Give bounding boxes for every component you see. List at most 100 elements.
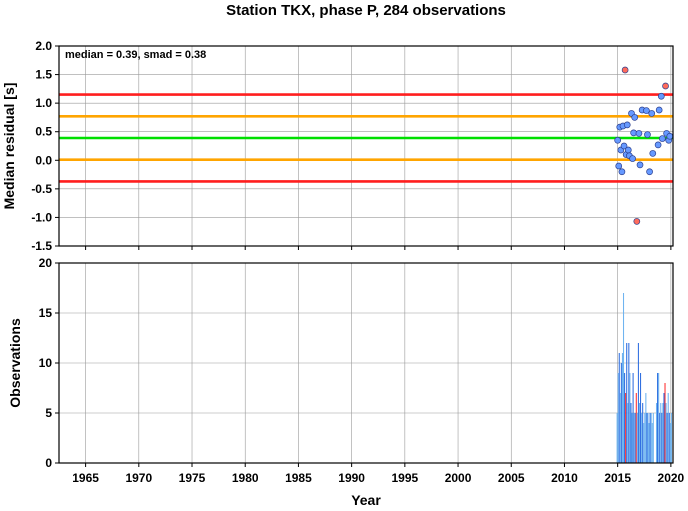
data-point	[654, 141, 662, 149]
x-tick-label: 2000	[445, 471, 472, 485]
observation-bar	[659, 413, 661, 463]
observation-bar	[658, 373, 660, 463]
data-point	[646, 168, 653, 176]
observation-bar	[636, 413, 638, 463]
observation-bar	[622, 293, 625, 463]
y-tick-label: 15	[39, 306, 53, 320]
observation-bar	[640, 373, 642, 463]
outlier-point	[633, 218, 641, 225]
x-tick-label: 1970	[125, 471, 152, 485]
observation-bars	[616, 293, 672, 463]
observation-bar	[652, 413, 654, 463]
y-tick-label: -1.5	[31, 239, 52, 253]
outlier-point	[662, 82, 669, 90]
x-tick-label: 2010	[551, 471, 578, 485]
residual-y-axis-label: Median residual [s]	[1, 83, 17, 210]
observation-bar	[616, 413, 618, 463]
observation-bar	[646, 413, 648, 463]
observation-bar	[642, 403, 644, 463]
observation-bar	[627, 403, 629, 463]
observation-bar	[648, 423, 650, 463]
observation-bar	[637, 343, 639, 463]
observation-bar	[624, 373, 626, 463]
observation-bar	[665, 403, 667, 463]
data-point	[636, 161, 644, 169]
y-tick-label: 2.0	[35, 39, 52, 53]
observation-bar	[663, 393, 665, 463]
x-tick-label: 1980	[232, 471, 259, 485]
data-point	[631, 114, 639, 121]
data-point	[629, 155, 636, 162]
observation-bar	[625, 393, 627, 463]
x-axis-label: Year	[351, 492, 381, 508]
observation-bar	[647, 413, 649, 463]
observations-y-ticks: 0 5 10 15 20	[39, 256, 59, 470]
observation-bar	[668, 413, 670, 463]
y-tick-label: -1.0	[31, 210, 52, 224]
x-tick-label: 1965	[72, 471, 99, 485]
x-tick-label: 1985	[285, 471, 312, 485]
observation-bar	[630, 403, 632, 463]
y-tick-label: 0.5	[35, 125, 52, 139]
data-point	[648, 110, 656, 117]
observation-bar	[651, 423, 653, 463]
data-point	[655, 106, 663, 114]
observations-grid	[59, 262, 673, 464]
reference-lines	[59, 93, 673, 183]
observation-bar	[617, 373, 619, 463]
observation-bar	[633, 413, 635, 463]
data-point	[649, 150, 657, 157]
observation-bar	[621, 353, 623, 463]
y-tick-label: 0	[45, 456, 52, 470]
y-tick-label: 0.0	[35, 153, 52, 167]
x-tick-label: 2015	[604, 471, 631, 485]
observation-bar	[666, 413, 668, 463]
x-tick-label: 1990	[338, 471, 365, 485]
observation-bar	[619, 393, 621, 463]
residual-panel-frame	[58, 45, 674, 247]
chart-title: Station TKX, phase P, 284 observations	[226, 2, 506, 19]
observation-bar	[638, 403, 641, 463]
data-point	[666, 132, 674, 140]
data-point	[618, 168, 626, 176]
y-tick-label: 5	[45, 406, 52, 420]
observation-bar	[620, 363, 622, 463]
observation-bar	[669, 423, 671, 463]
observation-bar	[657, 373, 659, 463]
observation-bar	[664, 383, 666, 463]
observation-bar	[667, 393, 669, 463]
y-tick-label: 10	[39, 356, 53, 370]
observation-bar	[626, 343, 628, 463]
x-tick-label: 1975	[179, 471, 206, 485]
x-tick-label: 2020	[658, 471, 685, 485]
observation-bar	[661, 413, 663, 463]
data-point	[615, 162, 623, 170]
y-tick-label: 1.5	[35, 68, 52, 82]
observation-bar	[643, 423, 645, 463]
observation-bar	[629, 373, 631, 463]
observation-bar	[670, 413, 672, 463]
observation-bar	[655, 403, 658, 463]
x-tick-label: 1995	[391, 471, 418, 485]
data-point	[623, 121, 631, 129]
observation-bar	[650, 413, 652, 463]
data-point	[624, 146, 632, 154]
observation-bar	[645, 393, 647, 463]
observation-bar	[662, 403, 664, 463]
y-tick-label: -0.5	[31, 182, 52, 196]
observation-bar	[632, 373, 634, 463]
observation-bar	[644, 413, 646, 463]
observation-bar	[660, 403, 662, 463]
residual-y-ticks: -1.5 -1.0 -0.5 0.0 0.5 1.0 1.5 2.0	[31, 39, 59, 253]
observations-panel: 0 5 10 15 20 1965 1970 1975 1980 1985 1990 1995 200…	[7, 246, 685, 508]
observation-bar	[628, 343, 630, 463]
observation-bar	[635, 393, 637, 463]
outlier-point	[621, 66, 629, 74]
x-tick-label: 2005	[498, 471, 525, 485]
observations-y-axis-label: Observations	[7, 318, 23, 408]
x-axis-ticks: 1965 1970 1975 1980 1985 1990 1995 2000 2005 2010…	[72, 246, 685, 485]
data-point	[644, 131, 651, 138]
y-tick-label: 20	[39, 256, 53, 270]
y-tick-label: 1.0	[35, 96, 52, 110]
